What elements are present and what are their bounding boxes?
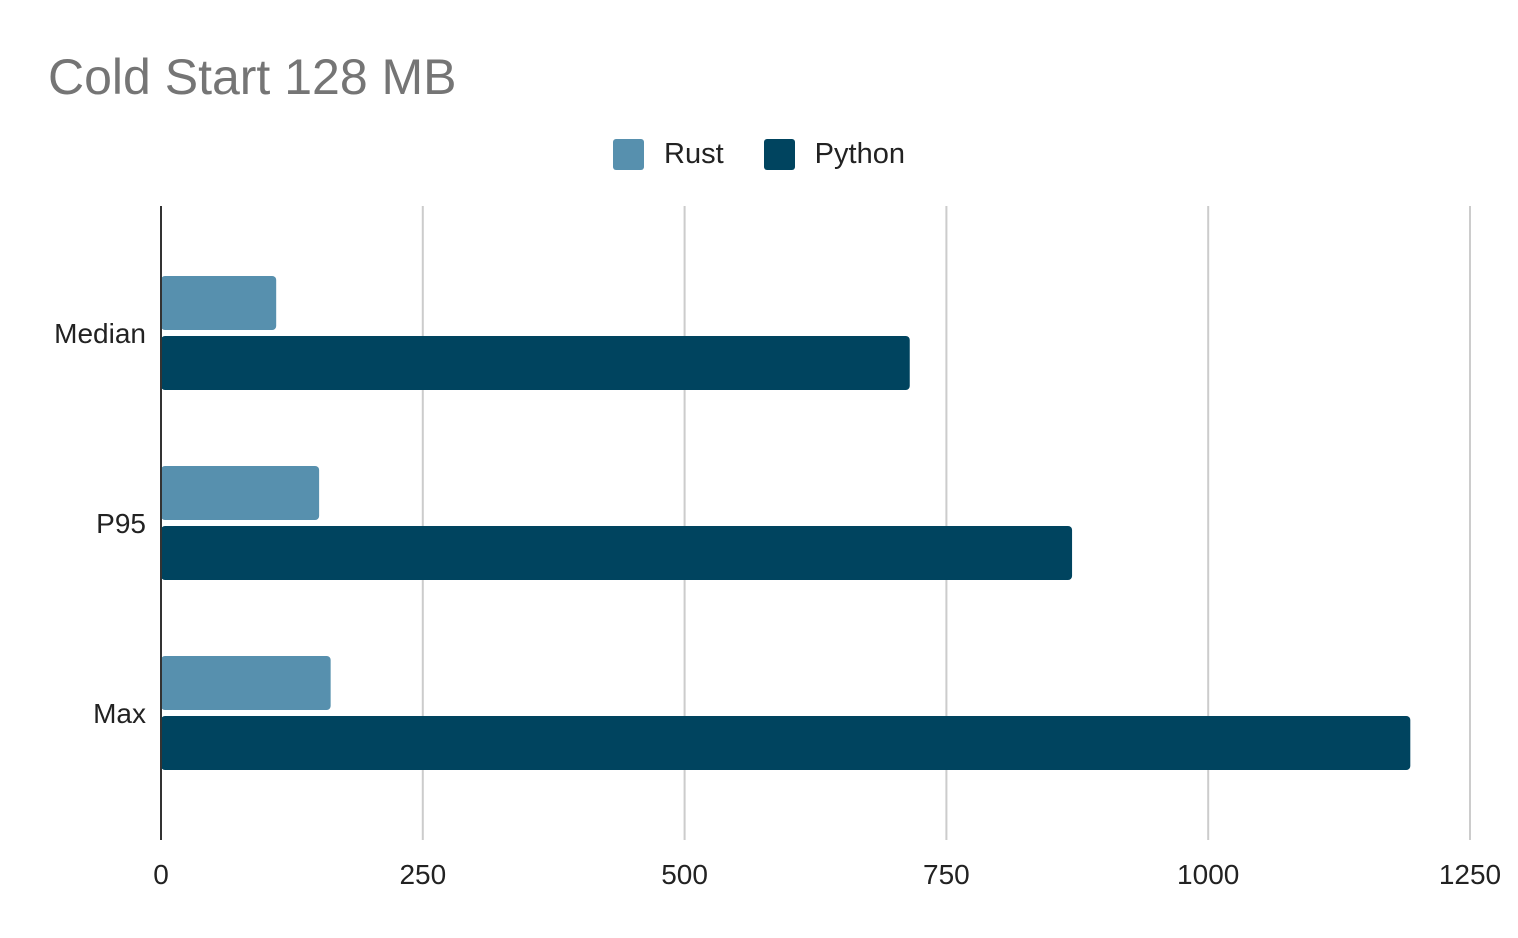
y-category-label-median: Median — [54, 318, 146, 349]
bar-python-max — [161, 716, 1411, 770]
chart-title: Cold Start 128 MB — [48, 49, 457, 105]
bar-python-median — [161, 336, 910, 390]
legend-label-rust: Rust — [664, 138, 724, 170]
x-tick-label-0: 0 — [153, 859, 169, 890]
x-tick-label-250: 250 — [399, 859, 446, 890]
legend-swatch-python — [763, 139, 795, 170]
bar-python-p95 — [161, 526, 1073, 580]
x-tick-label-500: 500 — [661, 859, 708, 890]
bar-rust-p95 — [161, 466, 320, 520]
x-tick-label-1000: 1000 — [1177, 859, 1239, 890]
x-tick-label-750: 750 — [923, 859, 970, 890]
legend-swatch-rust — [613, 139, 645, 170]
y-category-label-max: Max — [93, 698, 146, 729]
legend-label-python: Python — [814, 138, 905, 170]
x-tick-label-1250: 1250 — [1439, 859, 1501, 890]
bar-rust-max — [161, 656, 331, 710]
bar-rust-median — [161, 276, 277, 330]
legend-item-python: Python — [763, 138, 905, 171]
legend: Rust Python — [0, 138, 1518, 171]
y-category-label-p95: P95 — [96, 508, 146, 539]
legend-item-rust: Rust — [613, 138, 724, 171]
